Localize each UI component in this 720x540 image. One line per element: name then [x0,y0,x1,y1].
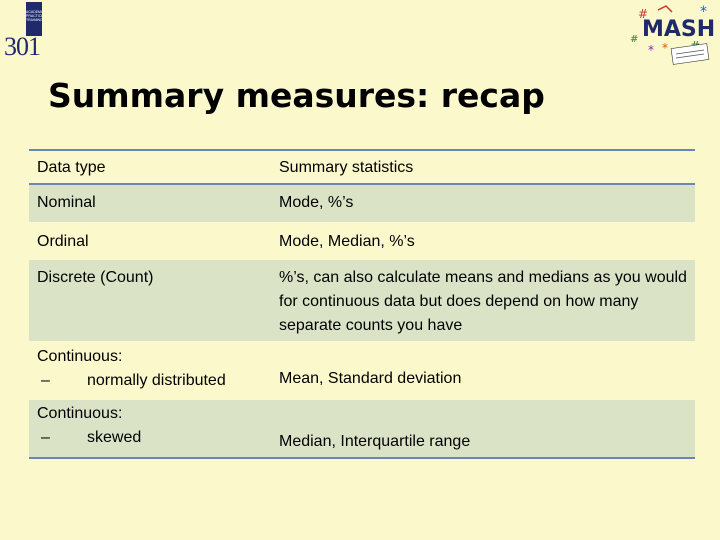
row-subtype-label: skewed [87,429,142,446]
table-row: Ordinal Mode, Median, %’s [29,222,695,260]
row-subtype: – normally distributed [37,369,263,393]
row-data-type-cell: Continuous: – skewed [29,400,271,459]
row-summary-stats: Mode, Median, %’s [279,233,415,250]
row-summary-stats: %’s, can also calculate means and median… [271,260,695,341]
table-row: Nominal Mode, %’s [29,184,695,222]
row-data-type-cell: Continuous: – normally distributed [29,341,271,400]
dash-bullet: – [41,372,50,389]
svg-text:*: * [648,43,654,57]
table-row: Continuous: – skewed Median, Interquartil… [29,400,695,459]
header-data-type: Data type [29,149,271,185]
row-subtype-label: normally distributed [87,372,226,389]
row-data-type: Continuous: [37,348,123,365]
table-row: Continuous: – normally distributed Mean, … [29,341,695,400]
svg-text:*: * [700,4,707,20]
mash-logo: # # * MASH * * # [630,4,715,65]
summary-table: Data type Summary statistics Nominal Mod… [29,149,695,459]
row-summary-stats: Mean, Standard deviation [279,370,462,387]
row-summary-stats: Median, Interquartile range [271,400,695,459]
row-data-type: Discrete (Count) [29,260,271,341]
svg-text:#: # [638,7,648,21]
header-summary-statistics: Summary statistics [271,149,695,185]
logo-301: ACADEMIC PRACTICE TRAINING 301 [4,2,64,64]
mash-caption: MASH [642,17,715,42]
row-data-type: Nominal [29,184,271,222]
table-header-row: Data type Summary statistics [29,149,695,185]
dash-bullet: – [41,429,50,446]
row-data-type: Ordinal [37,233,89,250]
page-title: Summary measures: recap [48,76,545,115]
svg-text:#: # [630,34,638,45]
row-summary-stats: Mode, %’s [271,184,695,222]
logo-number: 301 [4,32,41,61]
svg-text:*: * [662,41,668,55]
logo-block: ACADEMIC PRACTICE TRAINING [26,2,42,36]
row-data-type: Continuous: [37,405,123,422]
row-subtype: – skewed [37,426,263,450]
table-row: Discrete (Count) %’s, can also calculate… [29,260,695,341]
